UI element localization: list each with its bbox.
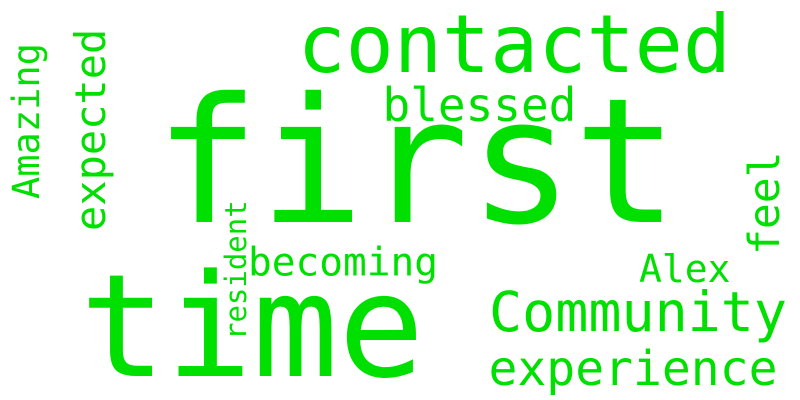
word-resident: resident [219,200,253,340]
word-feel: feel [740,151,790,255]
word-experience: experience [488,341,778,397]
word-community: Community [489,280,788,344]
word-alex: Alex [639,247,731,291]
word-expected: expected [66,28,115,231]
word-becoming: becoming [248,239,438,286]
word-amazing: Amazing [5,43,48,199]
word-time: time [80,243,425,400]
word-contacted: contacted [297,0,731,91]
word-first: first [154,61,679,264]
word-blessed: blessed [382,78,577,132]
